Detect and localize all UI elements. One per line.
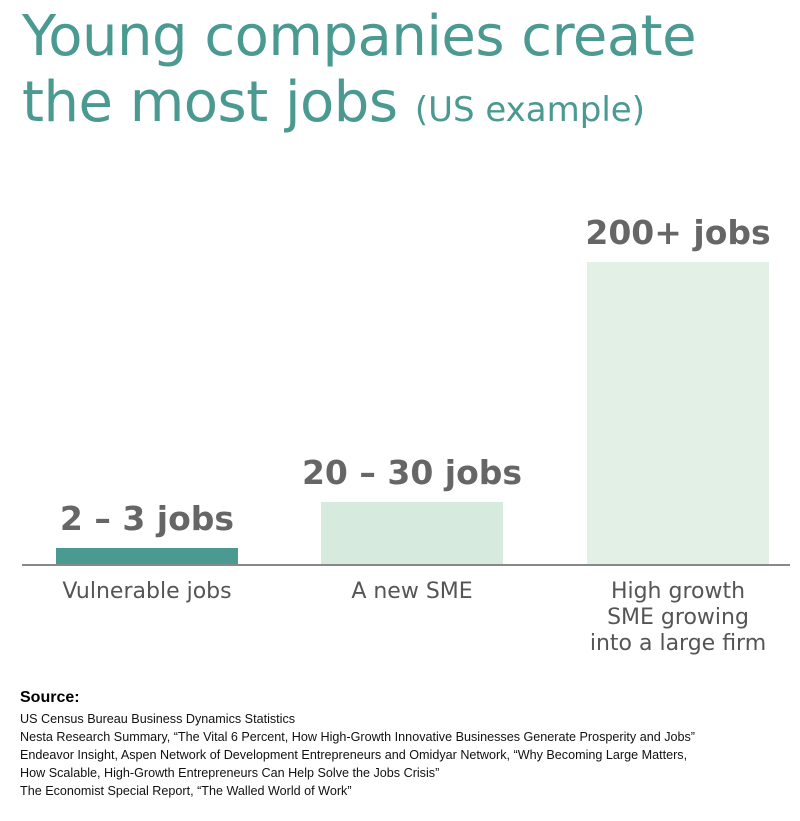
category-label: A new SME [351,579,472,604]
title-line-1: Young companies create [22,4,697,69]
bars-layer [56,262,769,564]
bar-1 [56,548,238,564]
category-label: Vulnerable jobs [62,579,231,604]
chart-title: Young companies create the most jobs (US… [22,4,697,143]
bar-chart: 2 – 3 jobs Vulnerable jobs 20 – 30 jobs A n… [22,213,790,656]
source-line: US Census Bureau Business Dynamics Stati… [20,712,296,726]
title-main-text: the most jobs [22,70,398,135]
title-subtitle: (US example) [414,90,645,130]
title-line-2: the most jobs (US example) [22,70,696,143]
source-line: Nesta Research Summary, “The Vital 6 Per… [20,730,695,744]
data-label: 20 – 30 jobs [302,453,522,492]
category-label: SME growing [607,605,749,630]
source-line: The Economist Special Report, “The Walle… [20,784,352,798]
data-label: 2 – 3 jobs [60,499,234,538]
category-label: High growth [611,579,745,604]
source-heading: Source: [20,689,80,706]
bar-2 [321,502,503,564]
source-line: Endeavor Insight, Aspen Network of Devel… [20,748,688,762]
labels-layer: 2 – 3 jobs Vulnerable jobs 20 – 30 jobs A n… [60,213,771,656]
data-label: 200+ jobs [585,213,770,252]
source-line: How Scalable, High-Growth Entrepreneurs … [20,766,440,780]
category-label: into a large firm [590,631,766,656]
source-section: Source: US Census Bureau Business Dynami… [20,688,790,800]
bar-3 [587,262,769,564]
